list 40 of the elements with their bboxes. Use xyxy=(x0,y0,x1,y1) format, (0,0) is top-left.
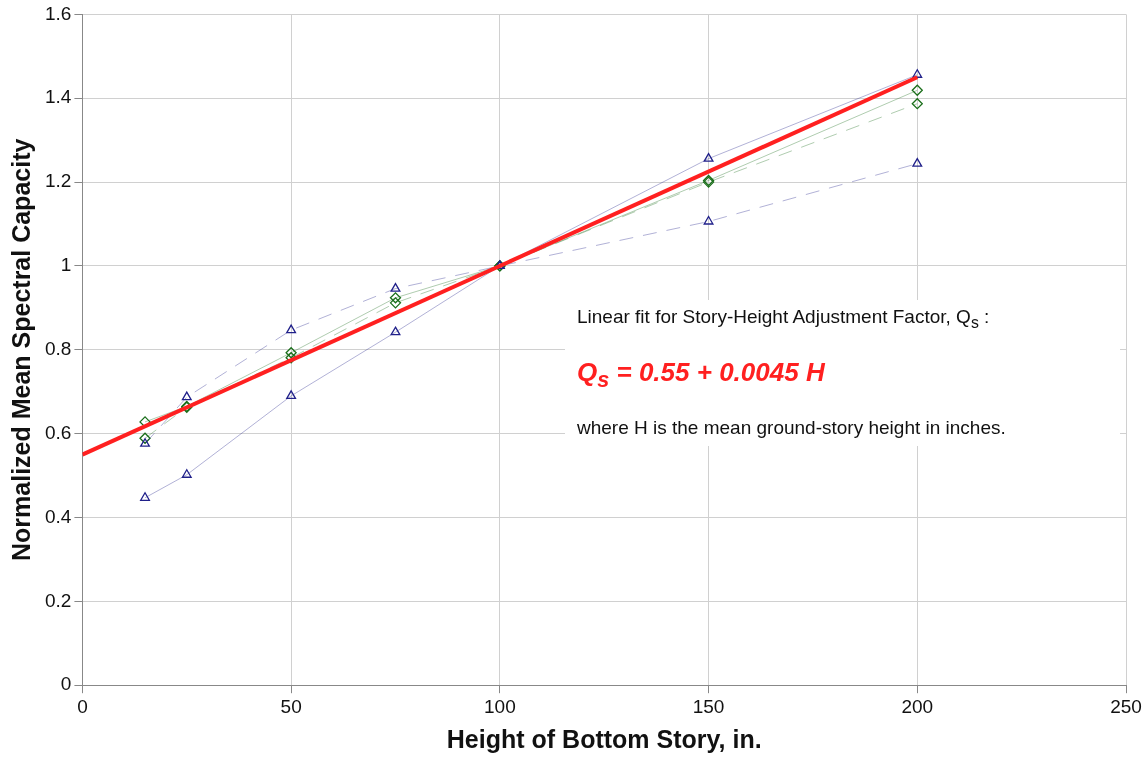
point xyxy=(390,282,401,292)
y-tick-label: 0.8 xyxy=(44,338,72,360)
point xyxy=(389,292,402,304)
point xyxy=(912,158,923,167)
annotation: where H is the mean ground-story height in inches. xyxy=(576,415,1007,440)
y-tick-label: 1.6 xyxy=(44,2,72,24)
y-tick-label: 0.2 xyxy=(44,589,72,611)
y-tick-label: 0.4 xyxy=(44,505,72,527)
x-axis-title: Height of Bottom Story, in. xyxy=(446,724,762,753)
point xyxy=(285,347,297,359)
point xyxy=(911,98,923,110)
point xyxy=(286,390,297,400)
point xyxy=(703,152,714,162)
point xyxy=(285,352,297,364)
text-panel: Linear fit for Story-Height Adjustment Factor, Q$_{s}$ : Q$_{s}$ = 0.55 + 0.0045 H where H is the mean ground-story height in inches. xyxy=(565,300,1120,446)
x-tick-label: 150 xyxy=(692,695,725,717)
annotation: Q$_{s}$ = 0.55 + 0.0045 H xyxy=(576,355,826,394)
x-tick-label: 250 xyxy=(1110,695,1142,717)
point xyxy=(389,297,402,309)
point xyxy=(286,324,297,334)
y-tick-label: 1.2 xyxy=(44,170,72,192)
point xyxy=(140,438,151,447)
y-tick-label: 0 xyxy=(60,673,72,695)
point xyxy=(912,69,923,78)
point xyxy=(911,84,923,96)
point xyxy=(139,432,151,444)
x-tick-label: 200 xyxy=(901,695,934,717)
point xyxy=(140,492,151,501)
y-tick-label: 1.4 xyxy=(44,86,72,108)
x-tick-label: 100 xyxy=(484,695,516,717)
point xyxy=(390,326,401,336)
y-tick-label: 0.6 xyxy=(44,421,72,443)
x-tick-label: 0 xyxy=(77,695,88,717)
point xyxy=(703,215,714,225)
point xyxy=(181,469,192,478)
y-axis-title: Normalized Mean Spectral Capacity xyxy=(6,138,35,561)
annotation: Linear fit for Story-Height Adjustment Factor, Q$_{s}$ : xyxy=(576,305,991,333)
point xyxy=(181,391,192,401)
x-tick-label: 50 xyxy=(280,695,302,717)
y-tick-label: 1 xyxy=(60,254,72,276)
